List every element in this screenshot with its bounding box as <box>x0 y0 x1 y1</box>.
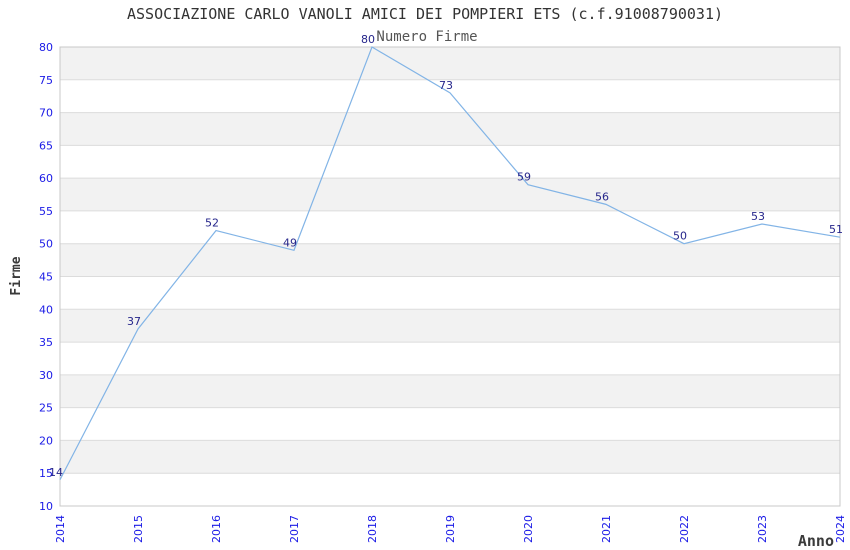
y-tick-label: 10 <box>39 500 53 513</box>
y-tick-label: 35 <box>39 336 53 349</box>
x-tick-label: 2014 <box>54 515 67 543</box>
gridlines <box>60 79 840 474</box>
alt-band <box>60 47 840 80</box>
data-point-label: 37 <box>127 315 141 328</box>
y-tick-label: 75 <box>39 74 53 87</box>
x-tick-label: 2017 <box>288 515 301 543</box>
y-axis-label: Firme <box>9 256 24 295</box>
y-tick-label: 20 <box>39 434 53 447</box>
y-tick-label: 45 <box>39 271 53 284</box>
alt-band <box>60 309 840 343</box>
data-point-label: 59 <box>517 171 531 184</box>
x-tick-label: 2015 <box>132 515 145 543</box>
plot-alt-bands <box>60 47 840 474</box>
y-tick-label: 55 <box>39 205 53 218</box>
data-point-label: 51 <box>829 223 843 236</box>
y-tick-label: 15 <box>39 467 53 480</box>
x-tick-label: 2016 <box>210 515 223 543</box>
x-tick-label: 2018 <box>366 515 379 543</box>
y-tick-label: 25 <box>39 402 53 415</box>
data-point-label: 53 <box>751 210 765 223</box>
x-axis-label: Anno <box>798 532 834 550</box>
alt-band <box>60 112 840 146</box>
x-tick-label: 2021 <box>600 515 613 543</box>
line-series <box>59 46 841 481</box>
y-tick-label: 50 <box>39 238 53 251</box>
y-tick-label: 40 <box>39 303 53 316</box>
alt-band <box>60 374 840 408</box>
data-point-label: 50 <box>673 230 687 243</box>
data-point-label: 52 <box>205 217 219 230</box>
y-tick-label: 60 <box>39 172 53 185</box>
y-tick-label: 30 <box>39 369 53 382</box>
x-tick-label: 2023 <box>756 515 769 543</box>
data-point-label: 56 <box>595 190 609 203</box>
y-axis-tick-labels: 10 15 20 25 30 35 40 45 50 55 60 65 70 75 80 <box>39 41 53 513</box>
x-tick-label: 2022 <box>678 515 691 543</box>
chart-title: ASSOCIAZIONE CARLO VANOLI AMICI DEI POMP… <box>127 5 723 23</box>
plot-border <box>59 46 841 507</box>
y-tick-label: 80 <box>39 41 53 54</box>
data-point-labels: 14 37 52 49 80 73 59 56 50 53 51 <box>49 33 843 479</box>
alt-band <box>60 178 840 211</box>
alt-band <box>60 243 840 277</box>
data-point-label: 14 <box>49 466 63 479</box>
alt-band <box>60 440 840 474</box>
chart-subtitle: Numero Firme <box>376 29 477 45</box>
data-point-label: 49 <box>283 236 297 249</box>
x-tick-label: 2020 <box>522 515 535 543</box>
data-point-label: 80 <box>361 33 375 46</box>
x-axis-tick-labels: 2014 2015 2016 2017 2018 2019 2020 2021 2022 2023… <box>54 515 847 543</box>
x-tick-label: 2019 <box>444 515 457 543</box>
y-tick-label: 65 <box>39 139 53 152</box>
y-tick-label: 70 <box>39 107 53 120</box>
data-point-label: 73 <box>439 79 453 92</box>
x-tick-label: 2024 <box>834 515 847 543</box>
